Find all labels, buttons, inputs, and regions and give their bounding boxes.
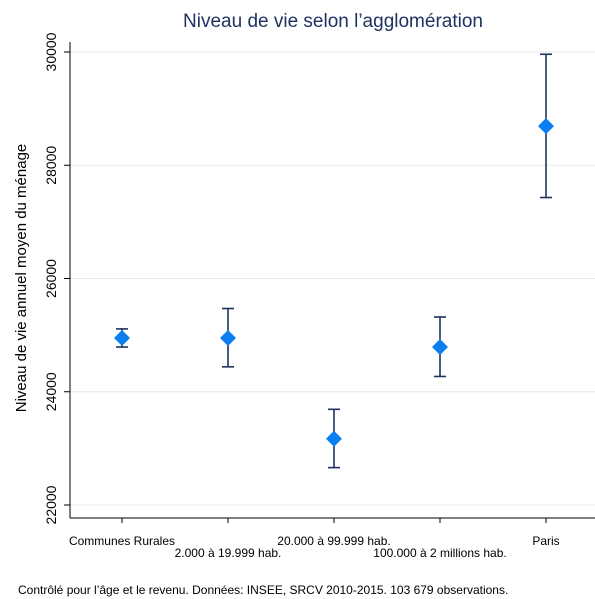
- y-tick-label: 28000: [43, 146, 59, 185]
- y-tick-label: 26000: [43, 259, 59, 298]
- y-tick-label: 30000: [43, 32, 59, 71]
- y-axis-ticks: 22000 24000 26000 28000 30000: [43, 32, 70, 524]
- footnote: Contrôlé pour l’âge et le revenu. Donnée…: [18, 583, 508, 597]
- data-point-marker: [538, 118, 554, 135]
- x-tick-label: 20.000 à 99.999 hab.: [277, 534, 390, 548]
- y-tick-label: 24000: [43, 372, 59, 411]
- x-tick-label: 2.000 à 19.999 hab.: [175, 546, 282, 560]
- data-point-marker: [326, 430, 342, 447]
- gridlines: [70, 51, 595, 506]
- data-point-marker: [220, 329, 236, 346]
- x-tick-label: 100.000 à 2 millions hab.: [373, 546, 506, 560]
- data-point-marker: [114, 329, 130, 346]
- chart-title: Niveau de vie selon l’agglomération: [183, 11, 483, 32]
- x-tick-label: Communes Rurales: [69, 534, 175, 548]
- y-axis-label: Niveau de vie annuel moyen du ménage: [13, 144, 30, 413]
- series-points: [114, 53, 554, 469]
- y-tick-label: 22000: [43, 485, 59, 524]
- data-point-marker: [432, 339, 448, 356]
- x-tick-label: Paris: [532, 534, 559, 548]
